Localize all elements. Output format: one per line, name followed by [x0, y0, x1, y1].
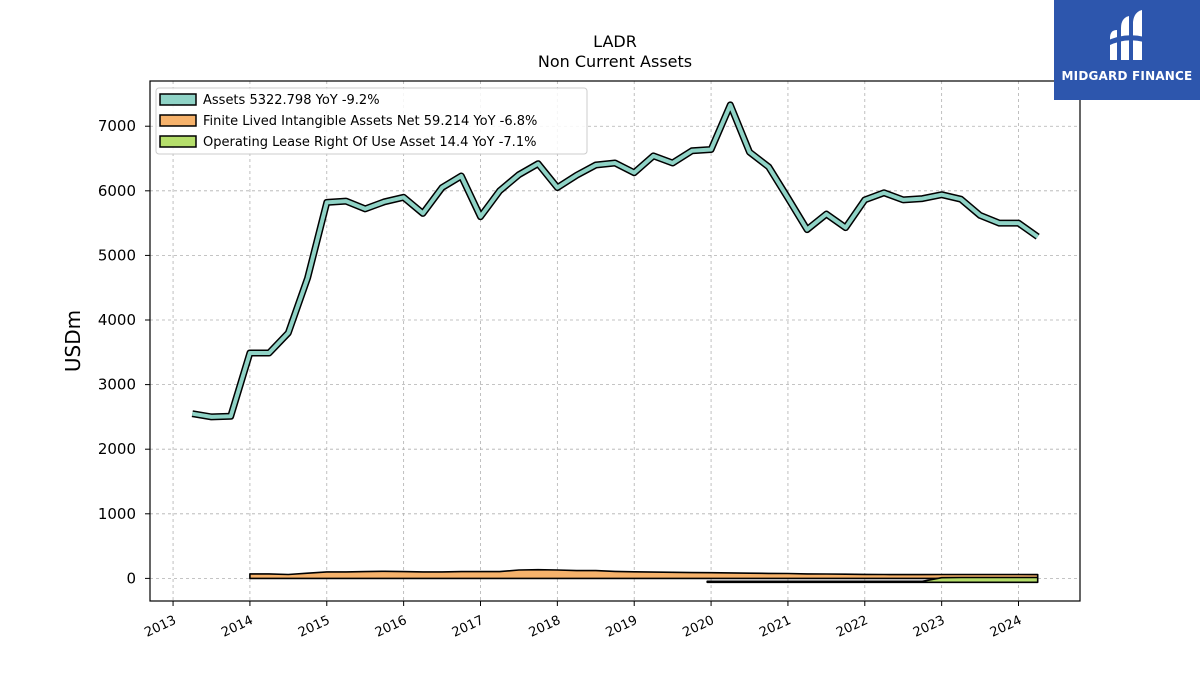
legend-swatch-intangible [159, 114, 197, 127]
y-axis: 0 1000 2000 3000 4000 5000 6000 7000 [98, 117, 150, 587]
y-tick-label: 4000 [98, 311, 136, 329]
x-tick-label: 2020 [680, 613, 716, 641]
x-tick-label: 2017 [450, 613, 486, 641]
chart-title: LADR [593, 32, 637, 51]
brand-logo: MIDGARD FINANCE [1054, 0, 1200, 100]
series-layer [191, 101, 1040, 584]
brand-name: MIDGARD FINANCE [1061, 69, 1193, 83]
x-tick-label: 2019 [604, 613, 640, 641]
x-tick-label: 2022 [834, 613, 870, 641]
x-tick-label: 2024 [988, 613, 1024, 641]
x-tick-label: 2021 [757, 613, 793, 641]
x-tick-label: 2015 [296, 613, 332, 641]
series-area-2 [706, 576, 1039, 584]
legend-swatch-assets [159, 93, 197, 106]
series-area-1 [249, 568, 1039, 580]
legend-label-operating-lease: Operating Lease Right Of Use Asset 14.4 … [203, 135, 536, 150]
legend: Assets 5322.798 YoY -9.2% Finite Lived I… [155, 87, 588, 155]
x-tick-label: 2016 [373, 613, 409, 641]
y-tick-label: 1000 [98, 505, 136, 523]
x-axis: 2013 2014 2015 2016 2017 2018 2019 2020 2021 2022… [142, 601, 1024, 641]
x-tick-label: 2018 [527, 613, 563, 641]
y-tick-label: 3000 [98, 376, 136, 394]
series-line-0 [191, 102, 1039, 419]
legend-box [155, 87, 588, 155]
y-axis-label: USDm [61, 310, 85, 372]
y-tick-label: 2000 [98, 440, 136, 458]
legend-swatch-operating-lease [159, 135, 197, 148]
y-tick-label: 5000 [98, 246, 136, 264]
y-tick-label: 6000 [98, 182, 136, 200]
plot-frame [149, 80, 1081, 602]
y-tick-label: 0 [126, 569, 136, 587]
x-tick-label: 2023 [911, 613, 947, 641]
legend-label-intangible: Finite Lived Intangible Assets Net 59.21… [203, 114, 537, 129]
grid [150, 81, 1080, 601]
x-tick-label: 2014 [219, 613, 255, 641]
logo-mark-icon [1104, 10, 1147, 60]
y-tick-label: 7000 [98, 117, 136, 135]
chart-subtitle: Non Current Assets [538, 52, 692, 71]
x-tick-label: 2013 [142, 613, 178, 641]
legend-label-assets: Assets 5322.798 YoY -9.2% [203, 93, 380, 108]
